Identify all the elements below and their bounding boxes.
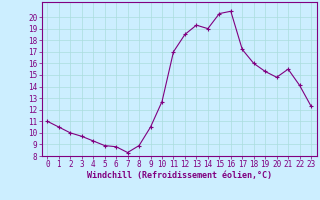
X-axis label: Windchill (Refroidissement éolien,°C): Windchill (Refroidissement éolien,°C) [87,171,272,180]
